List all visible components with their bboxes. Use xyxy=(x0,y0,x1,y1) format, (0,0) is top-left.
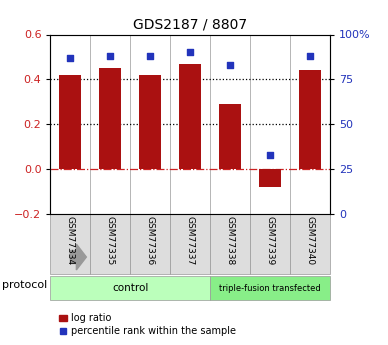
Bar xyxy=(50,276,210,300)
Text: GSM77338: GSM77338 xyxy=(225,216,234,265)
Bar xyxy=(50,214,90,274)
Bar xyxy=(99,68,121,169)
Bar xyxy=(259,169,281,187)
Bar xyxy=(299,70,321,169)
Text: triple-fusion transfected: triple-fusion transfected xyxy=(219,284,321,293)
Title: GDS2187 / 8807: GDS2187 / 8807 xyxy=(133,18,247,32)
Bar xyxy=(59,75,81,169)
Bar xyxy=(170,214,210,274)
Point xyxy=(267,152,273,157)
Point xyxy=(307,53,313,59)
Text: control: control xyxy=(112,283,149,293)
Bar xyxy=(210,214,250,274)
Point xyxy=(107,53,113,59)
Text: GSM77335: GSM77335 xyxy=(106,216,115,265)
Text: GSM77339: GSM77339 xyxy=(265,216,274,265)
Text: protocol: protocol xyxy=(2,280,47,289)
Bar xyxy=(179,64,201,169)
Text: GSM77340: GSM77340 xyxy=(305,216,314,265)
Point xyxy=(227,62,233,68)
Bar xyxy=(219,104,241,169)
Bar xyxy=(250,214,290,274)
Point xyxy=(67,55,73,61)
Point xyxy=(147,53,153,59)
Bar xyxy=(290,214,330,274)
Bar xyxy=(130,214,170,274)
Text: GSM77334: GSM77334 xyxy=(66,216,75,265)
Bar xyxy=(139,75,161,169)
Point xyxy=(187,50,193,55)
Bar xyxy=(210,276,330,300)
Legend: log ratio, percentile rank within the sample: log ratio, percentile rank within the sa… xyxy=(55,309,240,340)
Text: GSM77336: GSM77336 xyxy=(146,216,155,265)
Bar xyxy=(90,214,130,274)
Text: GSM77337: GSM77337 xyxy=(185,216,195,265)
FancyArrow shape xyxy=(70,244,87,270)
